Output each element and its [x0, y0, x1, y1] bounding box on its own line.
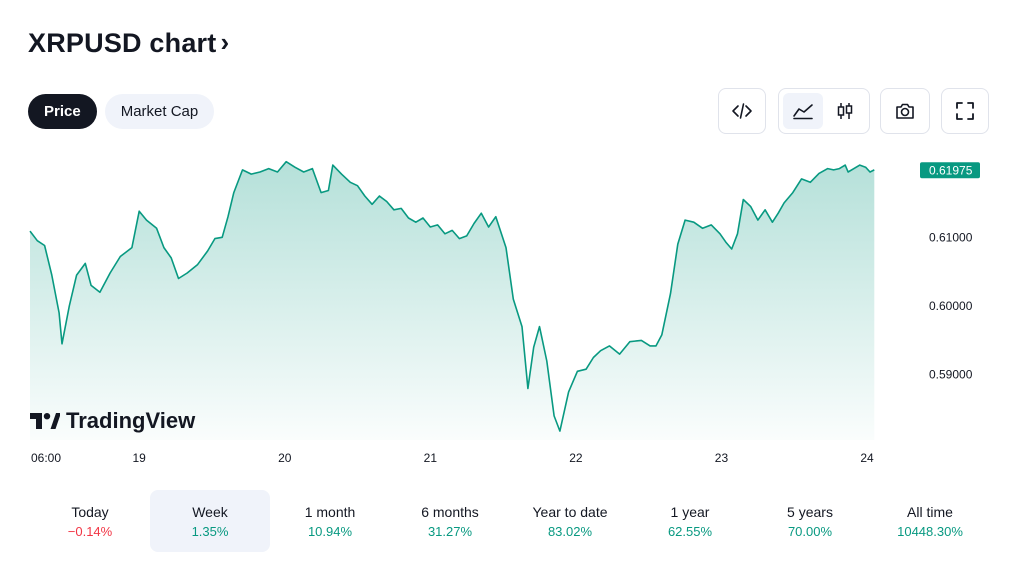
chart-title-link[interactable]: XRPUSD chart › — [28, 27, 230, 59]
tradingview-watermark: TradingView — [30, 408, 195, 434]
chart-type-tabs: Price Market Cap — [28, 94, 215, 129]
tradingview-logo-icon — [30, 413, 60, 429]
x-tick-label: 23 — [715, 451, 729, 465]
x-tick-label: 06:00 — [31, 451, 61, 465]
camera-icon — [896, 103, 914, 119]
period-label: Today — [71, 503, 109, 520]
embed-button[interactable] — [718, 88, 766, 134]
price-line — [29, 160, 875, 432]
x-tick-label: 20 — [278, 451, 292, 465]
period-label: All time — [907, 503, 953, 520]
period-1[interactable]: Week 1.35% — [150, 490, 270, 552]
period-6[interactable]: 5 years 70.00% — [750, 490, 870, 552]
period-change: 10448.30% — [897, 523, 963, 539]
candle-style-button[interactable] — [825, 93, 865, 129]
x-tick-label: 24 — [860, 451, 874, 465]
chevron-right-icon: › — [220, 27, 230, 57]
fullscreen-button[interactable] — [941, 88, 989, 134]
area-style-button[interactable] — [783, 93, 823, 129]
period-change: 10.94% — [307, 523, 353, 539]
tab-price[interactable]: Price — [28, 94, 97, 129]
y-tick-label: 0.60000 — [929, 299, 973, 313]
period-7[interactable]: All time 10448.30% — [870, 490, 990, 552]
period-2[interactable]: 1 month 10.94% — [270, 490, 390, 552]
period-label: Year to date — [532, 503, 608, 520]
period-change: 1.35% — [191, 523, 229, 539]
snapshot-button[interactable] — [880, 88, 930, 134]
period-label: 6 months — [421, 503, 479, 520]
watermark-text: TradingView — [66, 408, 196, 433]
period-change: 31.27% — [427, 523, 473, 539]
period-change: 62.55% — [667, 523, 713, 539]
page-title: XRPUSD chart — [28, 28, 217, 58]
area-chart-icon — [793, 104, 813, 120]
price-area-fill — [30, 161, 875, 440]
x-tick-label: 21 — [424, 451, 438, 465]
code-icon — [732, 103, 752, 119]
y-tick-label: 0.59000 — [929, 368, 973, 382]
period-label: 1 year — [670, 503, 710, 520]
period-label: Week — [192, 503, 228, 520]
period-4[interactable]: Year to date 83.02% — [510, 490, 630, 552]
period-label: 1 month — [304, 503, 356, 520]
period-change: 70.00% — [787, 523, 833, 539]
last-price-label: 0.61975 — [920, 162, 980, 179]
period-change: 83.02% — [547, 523, 593, 539]
last-price-value: 0.61975 — [929, 163, 973, 177]
x-tick-label: 22 — [569, 451, 583, 465]
y-tick-label: 0.61000 — [929, 230, 973, 244]
period-3[interactable]: 6 months 31.27% — [390, 490, 510, 552]
chart-style-group — [778, 88, 870, 134]
tab-market-cap[interactable]: Market Cap — [104, 94, 215, 129]
period-change: −0.14% — [67, 523, 113, 539]
period-0[interactable]: Today −0.14% — [30, 490, 150, 552]
x-tick-label: 19 — [133, 451, 147, 465]
period-label: 5 years — [787, 503, 833, 520]
price-axis: 0.61000 0.60000 0.59000 — [929, 230, 973, 381]
candlestick-icon — [837, 103, 853, 119]
time-axis: 06:00 19 20 21 22 23 24 — [31, 451, 874, 465]
performance-periods: Today −0.14% Week 1.35% 1 month 10.94% 6 month… — [30, 490, 990, 552]
period-5[interactable]: 1 year 62.55% — [630, 490, 750, 552]
fullscreen-icon — [956, 102, 974, 120]
